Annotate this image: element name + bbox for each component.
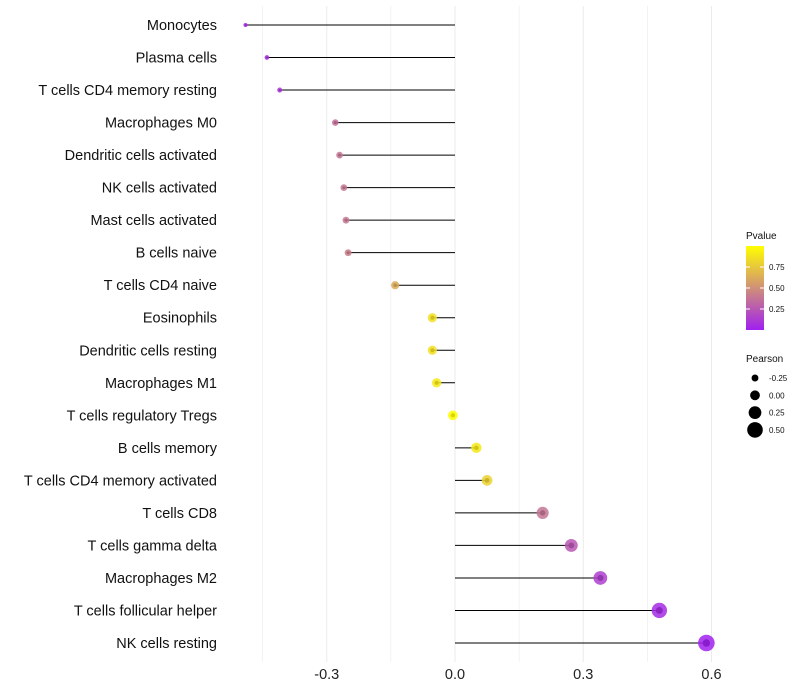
lollipop-point — [651, 602, 668, 619]
pearson-legend-title: Pearson — [746, 354, 783, 365]
category-label: Macrophages M0 — [105, 116, 217, 132]
point-layer — [243, 22, 715, 652]
category-label: NK cells resting — [116, 636, 217, 652]
category-label: T cells CD4 naive — [104, 278, 217, 294]
lollipop-point — [342, 216, 350, 224]
lollipop-point — [481, 475, 493, 486]
category-label: B cells memory — [118, 441, 218, 457]
size-legend-dot — [751, 374, 759, 382]
size-legend-label: -0.25 — [769, 374, 788, 383]
category-label: T cells CD4 memory resting — [38, 83, 217, 99]
lollipop-point — [340, 184, 348, 192]
size-legend-label: 0.50 — [769, 426, 785, 435]
x-tick-label: 0.3 — [573, 667, 593, 683]
lollipop-point — [332, 119, 339, 126]
category-label: T cells gamma delta — [88, 538, 218, 554]
lollipop-point — [536, 506, 549, 519]
lollipop-point — [427, 345, 437, 355]
category-label: Mast cells activated — [90, 213, 217, 229]
lollipop-point — [427, 313, 437, 323]
category-label: Macrophages M2 — [105, 571, 217, 587]
pvalue-legend: Pvalue 0.75 0.50 0.25 — [746, 231, 785, 330]
colorbar-tick-label: 0.50 — [769, 284, 785, 293]
category-label: Dendritic cells activated — [65, 148, 217, 164]
category-labels: Monocytes Plasma cells T cells CD4 memory … — [24, 18, 218, 652]
lollipop-point — [277, 87, 283, 93]
lollipop-point — [698, 634, 715, 652]
category-label: Plasma cells — [136, 51, 217, 67]
lollipop-point — [431, 378, 442, 388]
grid-layer — [262, 6, 712, 662]
lollipop-point — [471, 442, 482, 454]
category-label: T cells CD4 memory activated — [24, 473, 217, 489]
lollipop-point — [336, 151, 343, 159]
size-legend-dot — [747, 422, 763, 438]
lollipop-point — [344, 249, 352, 257]
category-label: B cells naive — [136, 246, 217, 262]
category-label: Dendritic cells resting — [79, 343, 217, 359]
x-tick-label: 0.0 — [445, 667, 465, 683]
x-tick-label: 0.6 — [701, 667, 721, 683]
pvalue-legend-title: Pvalue — [746, 231, 777, 242]
colorbar-tick-label: 0.75 — [769, 263, 785, 272]
category-label: Eosinophils — [143, 311, 217, 327]
segment-layer — [245, 24, 707, 644]
size-legend-label: 0.25 — [769, 409, 785, 418]
lollipop-point — [593, 571, 608, 585]
pvalue-colorbar — [746, 246, 764, 330]
lollipop-point — [564, 538, 578, 552]
size-legend-dot — [750, 390, 760, 401]
lollipop-point — [264, 55, 270, 60]
lollipop-point — [243, 22, 248, 28]
lollipop-point — [391, 281, 400, 290]
category-label: NK cells activated — [102, 181, 217, 197]
pearson-legend: Pearson -0.25 0.00 0.25 0.50 — [746, 354, 788, 438]
x-axis-ticks: -0.3 0.0 0.3 0.6 — [314, 667, 721, 683]
category-label: T cells CD8 — [142, 506, 217, 522]
size-legend-label: 0.00 — [769, 391, 785, 400]
category-label: T cells regulatory Tregs — [67, 408, 217, 424]
category-label: Monocytes — [147, 18, 217, 34]
category-label: Macrophages M1 — [105, 376, 217, 392]
x-tick-label: -0.3 — [314, 667, 339, 683]
colorbar-tick-label: 0.25 — [769, 305, 785, 314]
category-label: T cells follicular helper — [74, 603, 217, 619]
size-legend-dot — [748, 406, 762, 419]
lollipop-point — [447, 410, 458, 421]
